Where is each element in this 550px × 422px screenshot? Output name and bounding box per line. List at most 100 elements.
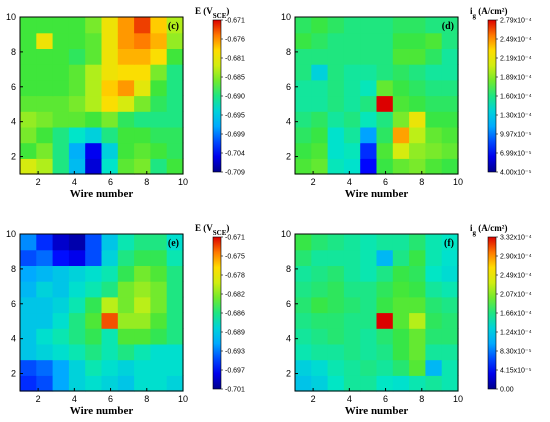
heatmap-cell — [327, 17, 345, 34]
y-tick-label: 10 — [281, 12, 291, 22]
heatmap-cell — [20, 64, 37, 81]
heatmap-cell — [166, 17, 184, 34]
heatmap-cell — [409, 328, 426, 345]
heatmap-cell — [101, 17, 119, 34]
heatmap-cell — [409, 64, 426, 81]
heatmap-cell — [117, 95, 135, 112]
y-tick-label: 10 — [6, 12, 16, 22]
heatmap-cell — [36, 17, 54, 34]
heatmap-cell — [392, 312, 410, 329]
heatmap-cell — [52, 249, 70, 266]
heatmap-cell — [295, 343, 312, 361]
y-tick-label: 2 — [11, 369, 16, 379]
heatmap-cell — [150, 359, 168, 376]
heatmap-cell — [117, 296, 135, 314]
heatmap-cell — [360, 126, 378, 144]
heatmap-cell — [101, 281, 119, 298]
heatmap-cell — [441, 17, 459, 34]
heatmap-cell — [327, 79, 345, 97]
heatmap-cell — [117, 158, 135, 175]
heatmap-cell — [360, 79, 378, 97]
heatmap-cell — [343, 111, 361, 128]
heatmap-cell — [409, 158, 426, 175]
heatmap-cell — [376, 312, 394, 329]
heatmap-cell — [376, 359, 394, 376]
heatmap-cell — [68, 126, 86, 144]
x-tick-label: 2 — [311, 394, 316, 404]
colorbar-tick-label: 8.30x10⁻⁵ — [500, 349, 532, 356]
heatmap-cell — [68, 281, 86, 298]
heatmap-cell — [343, 234, 361, 251]
heatmap-cell — [117, 265, 135, 282]
heatmap-cell — [134, 64, 151, 81]
heatmap-cell — [117, 111, 135, 128]
colorbar-tick-label: -0.693 — [225, 349, 245, 356]
heatmap-cell — [101, 375, 119, 392]
heatmap-cell — [327, 249, 345, 266]
heatmap-cell — [68, 142, 86, 159]
colorbar-tick-label: 9.97x10⁻⁵ — [500, 132, 532, 139]
heatmap-cell — [52, 79, 70, 97]
heatmap-cell — [101, 265, 119, 282]
colorbar-tick-label: 1.66x10⁻⁴ — [500, 311, 532, 318]
colorbar — [487, 19, 497, 173]
heatmap-cell — [166, 312, 184, 329]
heatmap-cell — [52, 375, 70, 392]
heatmap-cell — [134, 126, 151, 144]
heatmap-cell — [85, 296, 103, 314]
heatmap-cell — [101, 158, 119, 175]
heatmap-cell — [409, 142, 426, 159]
colorbar-tick-label: -0.682 — [225, 292, 245, 299]
heatmap-cell — [327, 95, 345, 112]
colorbar — [487, 236, 497, 390]
y-tick-label: 8 — [286, 47, 291, 57]
heatmap-cell — [166, 95, 184, 112]
heatmap-cell — [52, 142, 70, 159]
heatmap-cell — [150, 126, 168, 144]
heatmap-cell — [376, 79, 394, 97]
heatmap-cell — [392, 343, 410, 361]
x-tick-label: 10 — [453, 394, 463, 404]
heatmap-cell — [360, 359, 378, 376]
heatmap-cell — [150, 265, 168, 282]
heatmap-cell — [166, 234, 184, 251]
heatmap-cell — [68, 375, 86, 392]
heatmap-cell — [311, 158, 329, 175]
heatmap-cell — [36, 328, 54, 345]
heatmap-cell — [117, 375, 135, 392]
heatmap-cell — [392, 375, 410, 392]
heatmap-cell — [20, 343, 37, 361]
heatmap-cell — [425, 48, 443, 65]
heatmap-cell — [295, 158, 312, 175]
heatmap-cell — [311, 234, 329, 251]
heatmap-cell — [68, 343, 86, 361]
heatmap-panel-e: (e) 2 4 6 8 10 2 4 6 8 10 Wire number -0.671 -0.675 -0… — [0, 217, 275, 422]
heatmap-cell — [134, 48, 151, 65]
heatmap-cell — [295, 142, 312, 159]
heatmap-cell — [311, 142, 329, 159]
heatmap-cell — [409, 95, 426, 112]
heatmap-cell — [36, 79, 54, 97]
heatmap-cell — [343, 79, 361, 97]
heatmap-cell — [68, 249, 86, 266]
x-tick-label: 6 — [383, 394, 388, 404]
colorbar-tick-label: 4.00x10⁻⁵ — [500, 170, 532, 177]
heatmap-cell — [117, 79, 135, 97]
heatmap-cell — [20, 158, 37, 175]
y-tick-label: 6 — [11, 82, 16, 92]
heatmap-cell — [52, 48, 70, 65]
colorbar-tick-label: -0.701 — [225, 387, 245, 394]
heatmap-cell — [20, 48, 37, 65]
colorbar-tick-label: -0.689 — [225, 330, 245, 337]
heatmap-cell — [36, 281, 54, 298]
heatmap-cell — [20, 17, 37, 34]
panel-label: (c) — [168, 21, 179, 32]
heatmap-cell — [311, 79, 329, 97]
heatmap-cell — [101, 126, 119, 144]
heatmap-cell — [441, 281, 459, 298]
heatmap-cell — [425, 64, 443, 81]
heatmap-cell — [68, 265, 86, 282]
heatmap-cell — [441, 158, 459, 175]
heatmap-cell — [150, 142, 168, 159]
heatmap-cell — [166, 158, 184, 175]
